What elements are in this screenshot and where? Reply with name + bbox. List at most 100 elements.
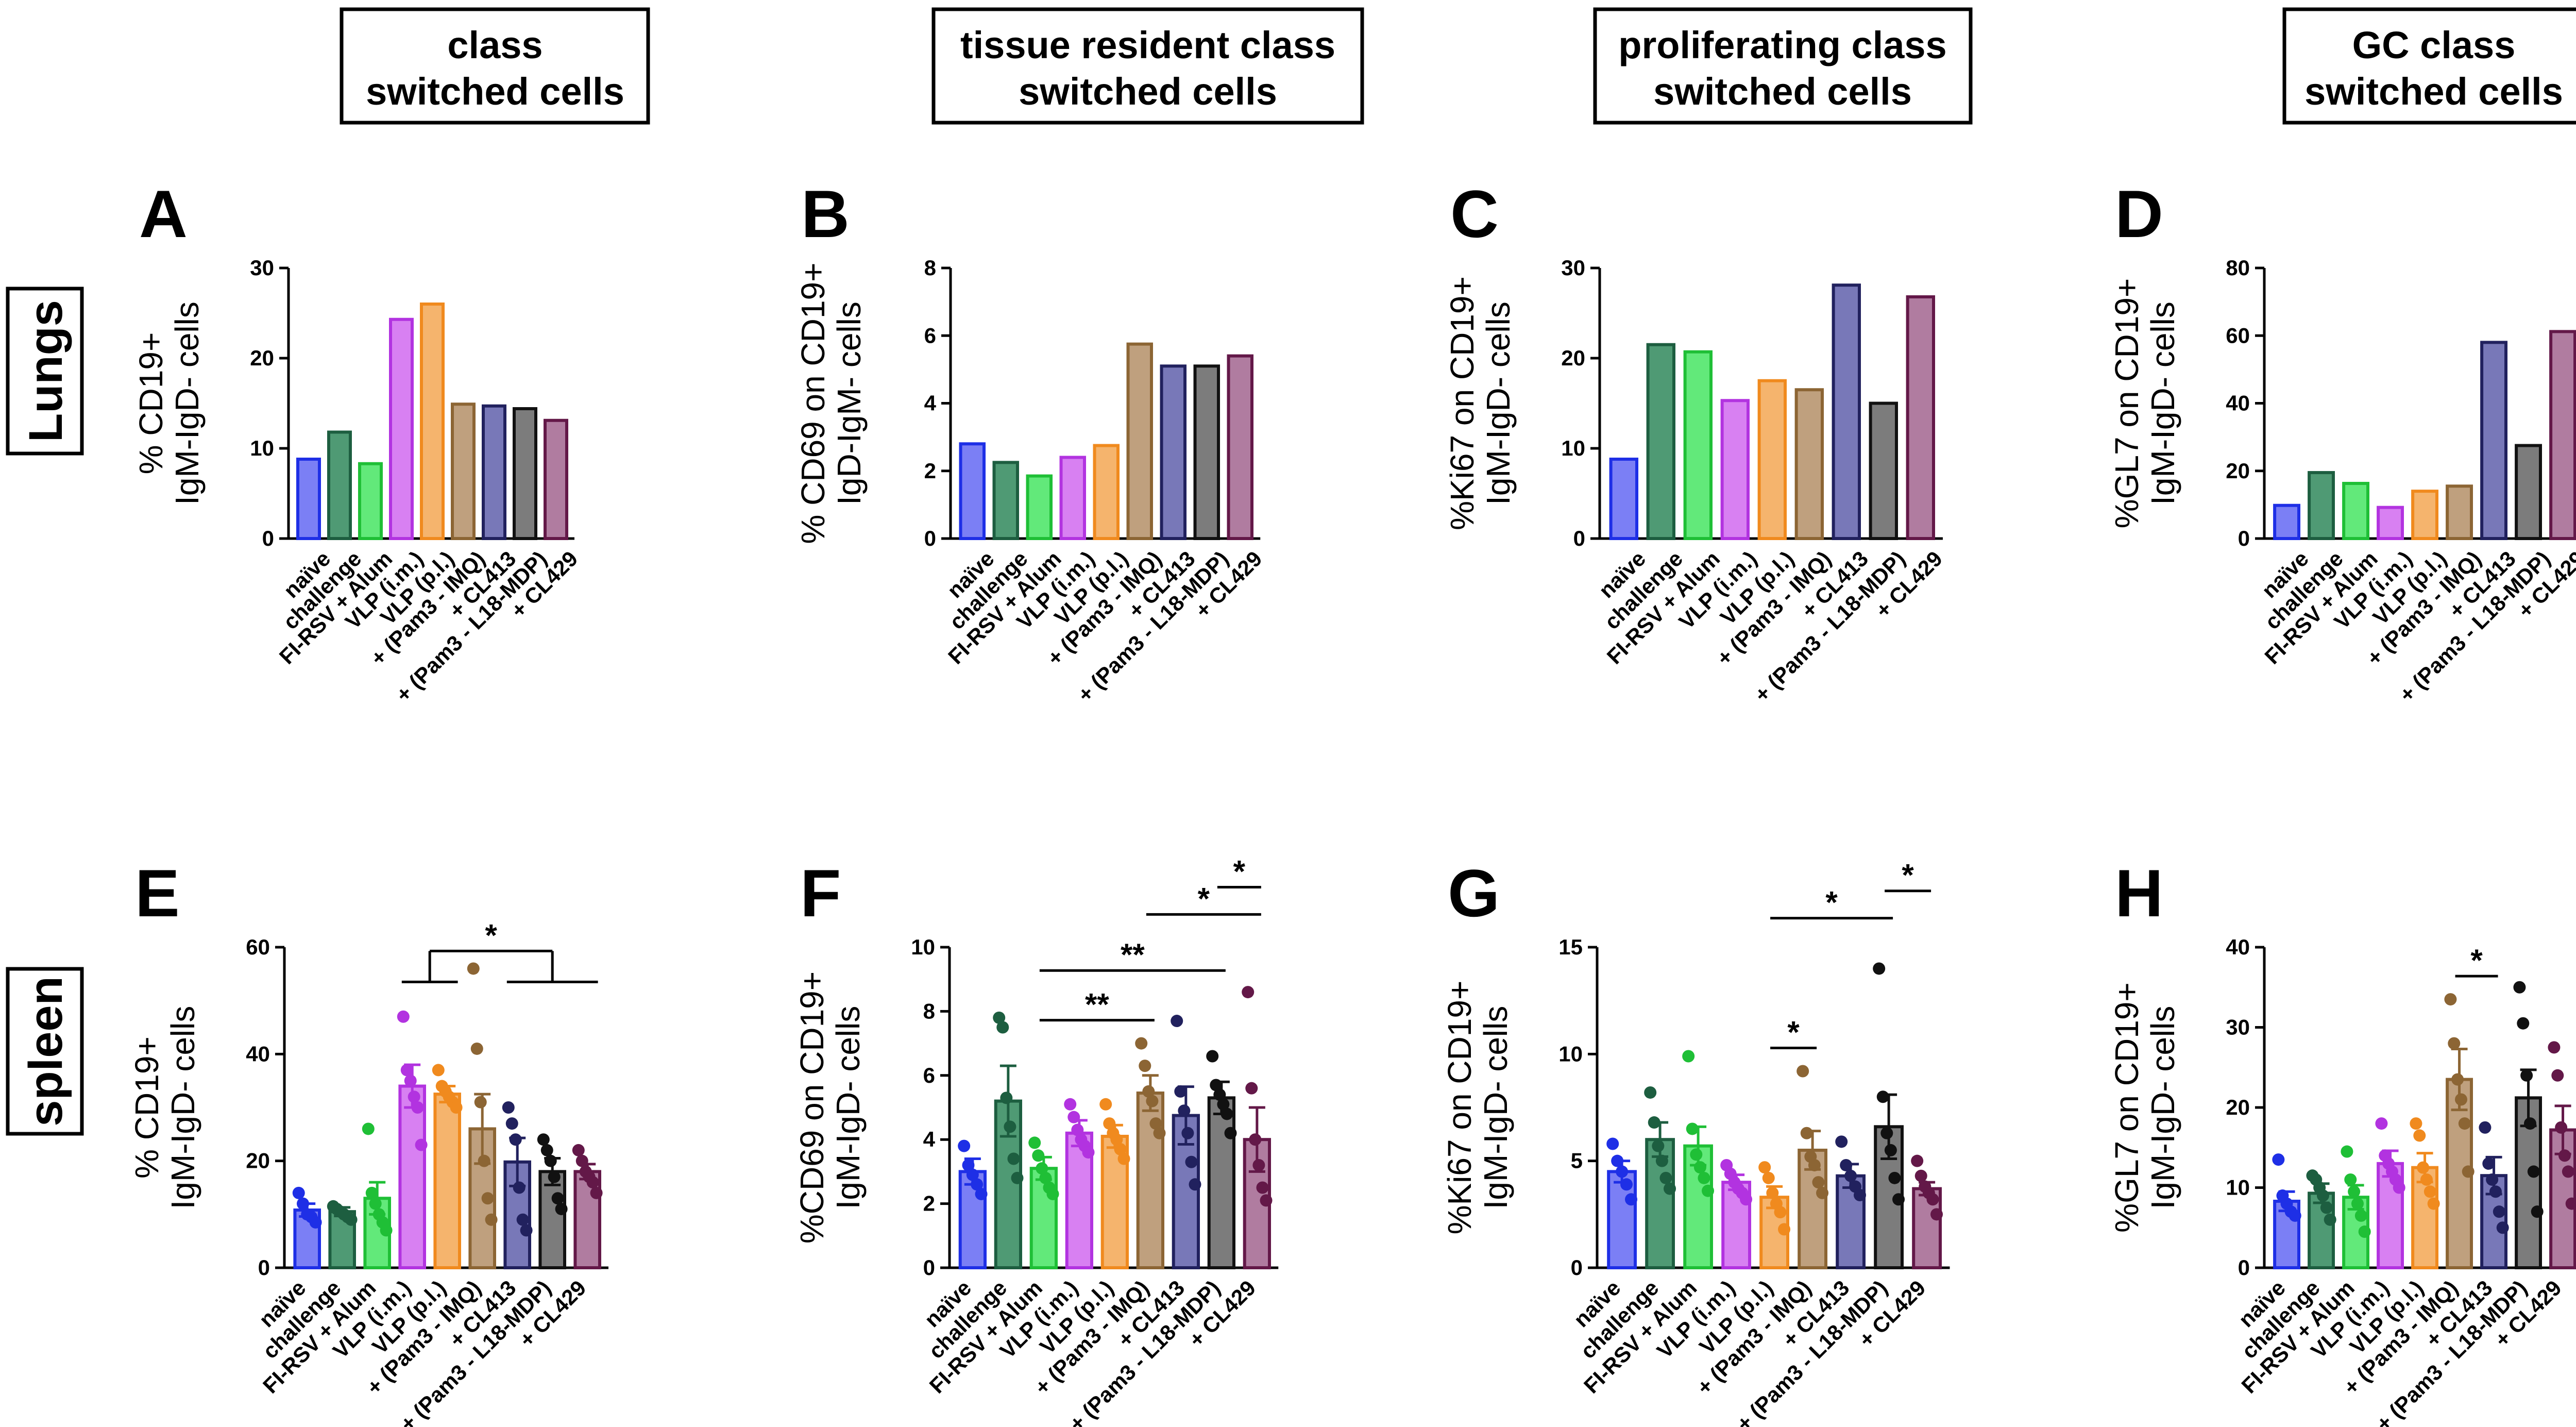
panel-g-point-2-5 — [1702, 1184, 1715, 1197]
panel-h-point-7-1 — [2517, 1017, 2530, 1030]
row-label-lungs: Lungs — [6, 287, 84, 456]
column-header-4-line1: GC class — [2352, 24, 2516, 66]
panel-e-point-3-4 — [411, 1101, 424, 1114]
panel-c-ytick-label-0: 0 — [1573, 526, 1585, 550]
panel-f-point-7-0 — [1206, 1050, 1219, 1063]
panel-h-point-1-5 — [2324, 1213, 2336, 1226]
panel-g-ytick-label-1: 5 — [1571, 1149, 1583, 1173]
panel-h-point-1-4 — [2320, 1201, 2333, 1214]
panel-f-point-1-0 — [993, 1011, 1006, 1024]
panel-d-bar-2 — [2342, 482, 2370, 540]
panel-b-bar-2 — [1026, 474, 1053, 540]
panel-e-point-7-1 — [540, 1144, 553, 1156]
panel-h-point-2-5 — [2358, 1225, 2371, 1238]
panel-g-point-4-1 — [1762, 1171, 1775, 1184]
panel-h-point-6-4 — [2493, 1205, 2505, 1218]
panel-h-point-5-4 — [2458, 1117, 2471, 1130]
panel-f: F%CD69 on CD19+IgM-IgD- cells0246810naïv… — [793, 854, 1279, 1427]
panel-f-point-8-3 — [1252, 1159, 1265, 1171]
panel-e-point-2-2 — [369, 1197, 382, 1210]
panel-e-sig-label-0: * — [485, 918, 498, 952]
panel-g-point-8-4 — [1926, 1193, 1939, 1206]
panel-g-point-5-4 — [1812, 1176, 1825, 1189]
row-label-lungs-text: Lungs — [20, 300, 72, 442]
panel-e-point-5-1 — [470, 1042, 483, 1055]
panel-h-point-8-4 — [2562, 1165, 2574, 1178]
panel-c-bar-5 — [1794, 388, 1824, 540]
panel-g-point-4-2 — [1766, 1186, 1779, 1199]
panel-a-bar-8 — [544, 418, 568, 540]
panel-d-bar-3 — [2377, 506, 2404, 540]
panel-f-ylabel-line1: %CD69 on CD19+ — [793, 971, 831, 1244]
panel-h-point-7-3 — [2523, 1117, 2536, 1130]
panel-a-ytick-label-3: 30 — [250, 256, 274, 280]
panel-a-bar-7 — [513, 407, 537, 540]
panel-e-point-7-0 — [537, 1133, 550, 1146]
panel-a-bar-3 — [389, 317, 414, 540]
panel-c-ytick-label-3: 30 — [1561, 256, 1585, 280]
panel-h-point-8-0 — [2548, 1041, 2561, 1054]
panel-d-bar-0 — [2273, 503, 2301, 540]
panel-f-point-5-5 — [1153, 1127, 1166, 1139]
panel-e-point-4-5 — [450, 1101, 463, 1114]
panel-a-ytick-label-0: 0 — [262, 526, 274, 550]
panel-g-point-7-3 — [1884, 1144, 1897, 1156]
panel-c-bar-6 — [1832, 283, 1861, 540]
panel-c-letter: C — [1450, 176, 1499, 251]
panel-f-point-4-3 — [1110, 1133, 1123, 1146]
panel-g-point-5-5 — [1816, 1186, 1829, 1199]
column-header-1: class switched cells — [340, 7, 650, 125]
panel-e-point-8-5 — [590, 1186, 603, 1199]
panel-c-ylabel-line2: IgM-IgD- cells — [1480, 301, 1517, 505]
column-header-4: GC class switched cells — [2282, 7, 2576, 125]
panel-g-point-1-4 — [1659, 1171, 1672, 1184]
panel-f-bar-7 — [1207, 1096, 1235, 1270]
panel-h-point-6-3 — [2489, 1185, 2502, 1198]
panel-g-point-4-5 — [1778, 1223, 1791, 1236]
panel-h-point-1-3 — [2316, 1189, 2329, 1202]
panel-f-point-6-1 — [1174, 1085, 1187, 1098]
panel-g-point-6-1 — [1840, 1159, 1853, 1171]
panel-g-ytick-label-0: 0 — [1571, 1255, 1583, 1280]
panel-b-ytick-label-3: 6 — [924, 323, 936, 347]
panel-h-point-0-4 — [2289, 1209, 2301, 1222]
panel-f-point-8-2 — [1249, 1133, 1262, 1146]
panel-h-point-7-2 — [2520, 1069, 2533, 1082]
panel-e-point-7-2 — [544, 1154, 557, 1167]
panel-h-point-4-5 — [2427, 1197, 2440, 1210]
panel-g-point-0-0 — [1606, 1137, 1619, 1150]
panel-g-point-2-4 — [1698, 1171, 1710, 1184]
column-header-2-line1: tissue resident class — [960, 24, 1335, 66]
panel-h-point-7-0 — [2513, 981, 2526, 994]
panel-h-point-6-1 — [2482, 1157, 2495, 1170]
panel-h-point-2-3 — [2351, 1197, 2364, 1210]
panel-g-ylabel-line1: %Ki67 on CD19+ — [1441, 981, 1478, 1235]
panel-h-point-2-1 — [2344, 1173, 2357, 1186]
panel-d-bar-7 — [2515, 444, 2543, 540]
panel-f-point-4-5 — [1117, 1152, 1130, 1165]
panel-a-bar-0 — [296, 458, 321, 540]
panel-f-sig-label-0: ** — [1085, 987, 1109, 1022]
panel-h-point-4-3 — [2420, 1173, 2433, 1186]
panel-d-letter: D — [2115, 176, 2163, 251]
panel-e-point-0-1 — [296, 1197, 309, 1210]
panel-h-point-0-0 — [2272, 1153, 2285, 1166]
panel-g-point-5-0 — [1797, 1065, 1809, 1078]
panel-h-ylabel-line2: IgM-IgD- cells — [2144, 1006, 2181, 1210]
panel-a-ylabel-line1: % CD19+ — [132, 332, 170, 475]
panel-c-bar-4 — [1757, 379, 1787, 540]
panel-e-point-1-5 — [345, 1213, 358, 1226]
panel-e-point-5-2 — [474, 1096, 487, 1109]
panel-h-point-6-5 — [2496, 1221, 2509, 1234]
panel-d-bar-6 — [2480, 341, 2508, 540]
panel-e-point-5-5 — [485, 1213, 498, 1226]
panel-b-bar-6 — [1160, 364, 1187, 540]
panel-e-bar-3 — [398, 1084, 427, 1270]
panel-g-point-4-4 — [1774, 1206, 1787, 1219]
panel-f-point-1-4 — [1007, 1152, 1020, 1165]
panel-h-point-2-0 — [2341, 1145, 2353, 1158]
panel-f-point-7-3 — [1217, 1098, 1230, 1111]
panel-g-point-5-1 — [1800, 1127, 1813, 1139]
panel-h-point-2-2 — [2348, 1185, 2361, 1198]
